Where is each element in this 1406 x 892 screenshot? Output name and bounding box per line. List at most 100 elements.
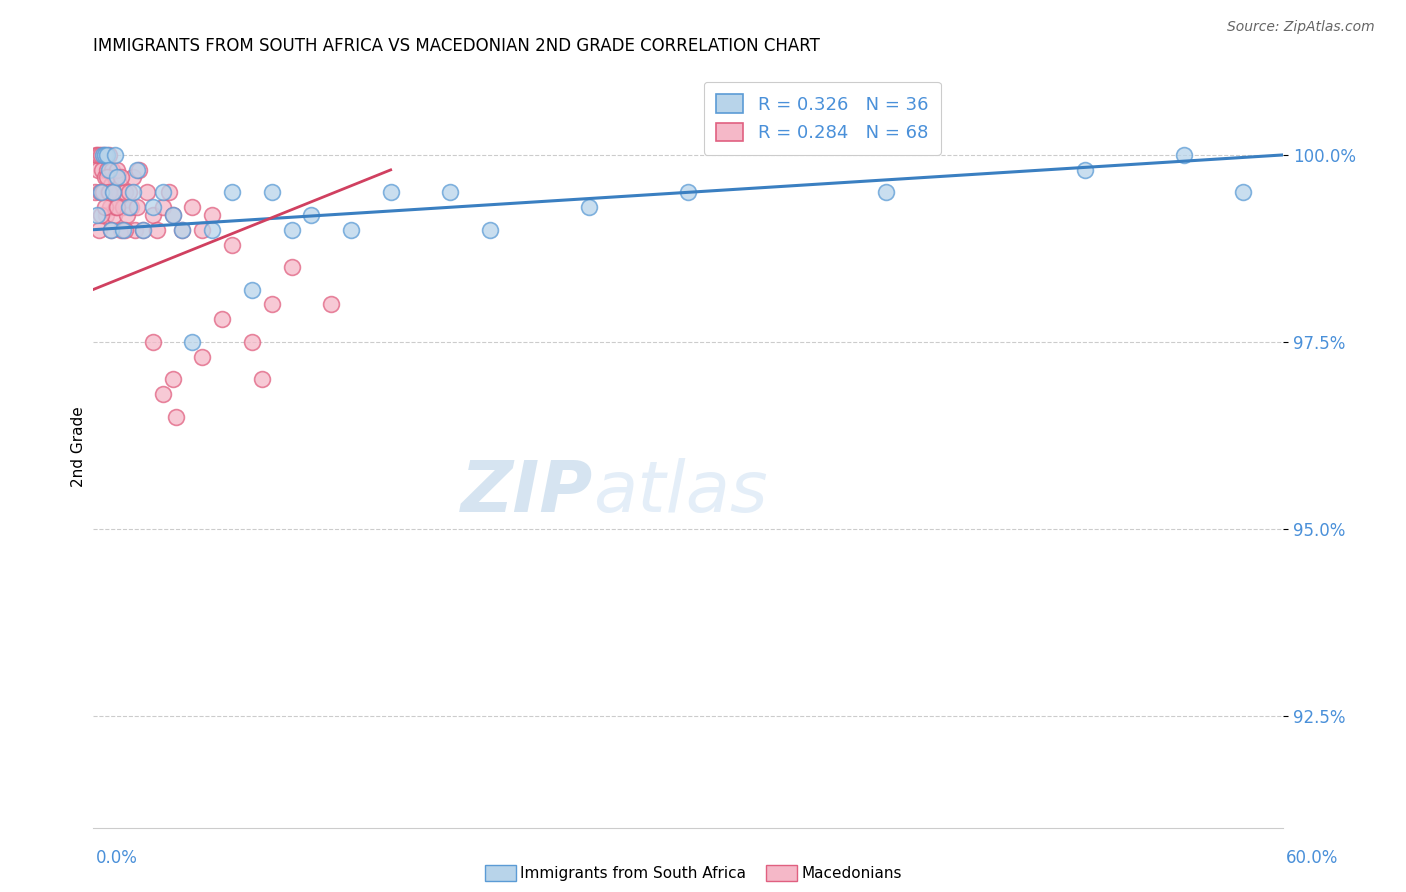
Point xyxy=(89,223,111,237)
Point xyxy=(380,186,402,200)
Point xyxy=(181,334,204,349)
Y-axis label: 2nd Grade: 2nd Grade xyxy=(72,406,86,487)
Point xyxy=(100,178,122,192)
Point xyxy=(152,387,174,401)
Point xyxy=(181,200,204,214)
Text: 60.0%: 60.0% xyxy=(1286,849,1339,867)
Point xyxy=(121,186,143,200)
Point xyxy=(250,372,273,386)
Point xyxy=(89,148,111,162)
Point xyxy=(172,223,194,237)
Point xyxy=(96,170,118,185)
Point xyxy=(114,186,136,200)
Point xyxy=(101,162,124,177)
Point xyxy=(98,148,121,162)
Point xyxy=(221,237,243,252)
Point xyxy=(104,170,127,185)
Point xyxy=(132,223,155,237)
Point xyxy=(124,223,146,237)
Point xyxy=(162,208,184,222)
Point xyxy=(240,334,263,349)
Point xyxy=(98,186,121,200)
Point xyxy=(478,223,501,237)
Point xyxy=(1074,162,1097,177)
Point xyxy=(105,162,128,177)
Point xyxy=(299,208,322,222)
Point xyxy=(115,208,138,222)
Point xyxy=(96,162,118,177)
Point xyxy=(142,208,165,222)
Point xyxy=(132,223,155,237)
Point xyxy=(157,186,180,200)
Point xyxy=(98,162,121,177)
Point xyxy=(121,170,143,185)
Legend: R = 0.326   N = 36, R = 0.284   N = 68: R = 0.326 N = 36, R = 0.284 N = 68 xyxy=(703,82,941,155)
Point xyxy=(142,334,165,349)
Point xyxy=(260,186,283,200)
Point xyxy=(84,186,107,200)
Point xyxy=(172,223,194,237)
Point xyxy=(104,200,127,214)
Point xyxy=(98,200,121,214)
Point xyxy=(90,186,112,200)
Text: 0.0%: 0.0% xyxy=(96,849,138,867)
Point xyxy=(91,148,114,162)
Point xyxy=(191,223,214,237)
Point xyxy=(93,148,115,162)
Point xyxy=(86,148,108,162)
Point xyxy=(84,148,107,162)
Point xyxy=(125,162,148,177)
Point xyxy=(94,208,117,222)
Point xyxy=(100,223,122,237)
Point xyxy=(340,223,363,237)
FancyBboxPatch shape xyxy=(766,865,797,881)
Point xyxy=(166,409,188,424)
Point xyxy=(145,223,167,237)
Point xyxy=(221,186,243,200)
Point xyxy=(201,223,224,237)
Point xyxy=(90,148,112,162)
Point xyxy=(91,186,114,200)
Point xyxy=(110,170,132,185)
Point xyxy=(142,200,165,214)
Text: Source: ZipAtlas.com: Source: ZipAtlas.com xyxy=(1227,20,1375,34)
Point xyxy=(240,283,263,297)
Point xyxy=(125,200,148,214)
Point xyxy=(1173,148,1195,162)
Point xyxy=(135,186,157,200)
Point xyxy=(114,223,136,237)
Point xyxy=(86,208,108,222)
Point xyxy=(100,223,122,237)
Point xyxy=(94,200,117,214)
Point xyxy=(152,200,174,214)
Point xyxy=(439,186,461,200)
Point xyxy=(89,186,111,200)
Point xyxy=(101,186,124,200)
Point xyxy=(280,260,302,274)
Point xyxy=(280,223,302,237)
Point xyxy=(91,186,114,200)
Point xyxy=(103,208,125,222)
Point xyxy=(1232,186,1254,200)
Text: atlas: atlas xyxy=(593,458,768,527)
Point xyxy=(97,186,120,200)
Point xyxy=(87,162,110,177)
Point xyxy=(201,208,224,222)
Point xyxy=(105,200,128,214)
Point xyxy=(162,208,184,222)
Point xyxy=(111,200,134,214)
Text: Immigrants from South Africa: Immigrants from South Africa xyxy=(520,866,747,880)
Point xyxy=(90,208,112,222)
Point xyxy=(676,186,699,200)
Point xyxy=(211,312,233,326)
Text: ZIP: ZIP xyxy=(461,458,593,527)
Point xyxy=(162,372,184,386)
Point xyxy=(108,186,131,200)
Point xyxy=(101,186,124,200)
Point xyxy=(94,170,117,185)
Point xyxy=(128,162,150,177)
Point xyxy=(152,186,174,200)
Point xyxy=(191,350,214,364)
Text: Macedonians: Macedonians xyxy=(801,866,901,880)
FancyBboxPatch shape xyxy=(485,865,516,881)
